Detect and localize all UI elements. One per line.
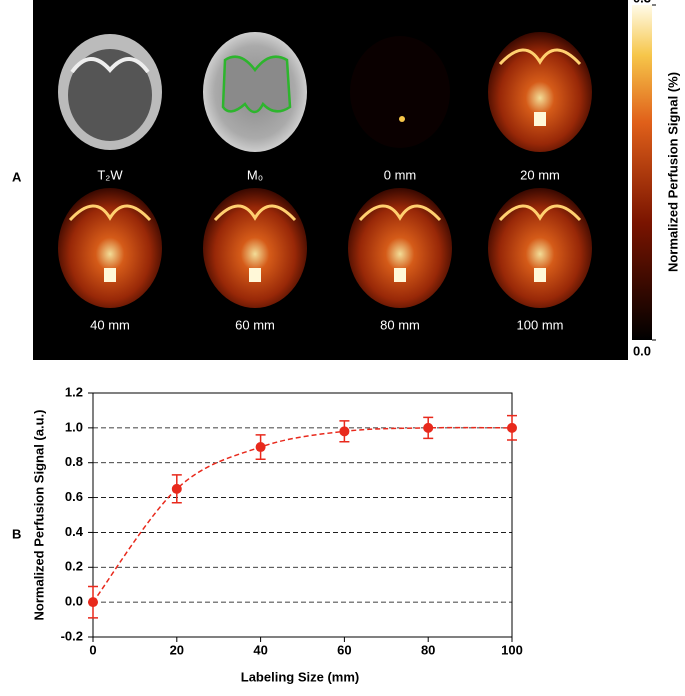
- colorbar: [632, 5, 652, 340]
- data-point: [423, 422, 434, 433]
- colorbar-title: Normalized Perfusion Signal (%): [665, 72, 680, 272]
- colorbar-tick-label: 0.0: [633, 343, 651, 358]
- data-point: [255, 442, 266, 453]
- mri-image: [394, 268, 406, 282]
- mri-image: [498, 48, 582, 66]
- data-point: [171, 483, 182, 494]
- y-tick-label: 1.2: [65, 384, 83, 399]
- mri-image: [70, 57, 150, 74]
- x-tick-label: 80: [421, 642, 435, 657]
- mri-image: [534, 268, 546, 282]
- image-label: 100 mm: [517, 317, 564, 332]
- mri-image: [498, 204, 582, 222]
- x-tick-label: 60: [337, 642, 351, 657]
- panel-label: B: [12, 526, 21, 541]
- y-tick-label: 0.6: [65, 489, 83, 504]
- mri-image: [68, 204, 152, 222]
- image-label: 40 mm: [90, 317, 130, 332]
- mri-image: [350, 36, 450, 148]
- mri-image: [534, 112, 546, 126]
- mri-image: [488, 32, 592, 152]
- mri-image: [68, 49, 152, 141]
- mri-image: [249, 268, 261, 282]
- x-tick-label: 100: [501, 642, 523, 657]
- mri-image: [399, 116, 405, 122]
- colorbar-tick-label: 0.3: [633, 0, 651, 5]
- data-point: [88, 597, 98, 608]
- image-label: 20 mm: [520, 167, 560, 182]
- mri-image: [348, 188, 452, 308]
- image-label: M₀: [247, 167, 263, 182]
- image-label: T₂W: [97, 167, 123, 182]
- y-tick-label: 0.4: [65, 524, 84, 539]
- y-axis-title: Normalized Perfusion Signal (a.u.): [31, 410, 46, 621]
- y-tick-label: 1.0: [65, 419, 83, 434]
- y-tick-label: 0.8: [65, 454, 83, 469]
- mri-image: [104, 268, 116, 282]
- x-tick-label: 20: [170, 642, 184, 657]
- roi-outline: [221, 55, 292, 114]
- mri-image: [213, 204, 297, 222]
- mri-image: [358, 204, 442, 222]
- x-tick-label: 40: [253, 642, 267, 657]
- y-tick-label: 0.2: [65, 559, 83, 574]
- image-label: 0 mm: [384, 167, 417, 182]
- mri-image: [203, 188, 307, 308]
- panel-label: A: [12, 169, 22, 184]
- x-tick-label: 0: [89, 642, 96, 657]
- image-label: 60 mm: [235, 317, 275, 332]
- mri-image: [58, 188, 162, 308]
- y-tick-label: 0.0: [65, 594, 83, 609]
- mri-image: [488, 188, 592, 308]
- data-point: [339, 426, 350, 437]
- plot-frame: [92, 392, 513, 638]
- x-axis-title: Labeling Size (mm): [241, 669, 359, 684]
- image-label: 80 mm: [380, 317, 420, 332]
- y-tick-label: -0.2: [61, 628, 83, 643]
- fit-line: [92, 426, 513, 603]
- data-point: [507, 422, 517, 433]
